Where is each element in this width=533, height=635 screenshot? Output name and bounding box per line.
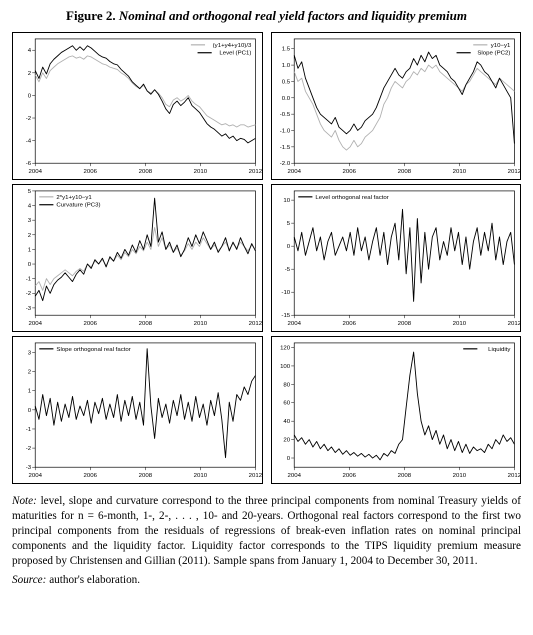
svg-text:2: 2 (28, 71, 32, 77)
source-label: Source: (12, 574, 46, 586)
svg-text:-1: -1 (26, 427, 32, 433)
svg-text:2006: 2006 (84, 169, 98, 175)
svg-text:Level orthogonal real factor: Level orthogonal real factor (315, 195, 388, 201)
svg-text:20: 20 (283, 438, 290, 444)
svg-text:2008: 2008 (139, 169, 153, 175)
svg-text:120: 120 (280, 346, 291, 352)
svg-text:-3: -3 (26, 306, 32, 312)
svg-text:Slope orthogonal real factor: Slope orthogonal real factor (56, 347, 130, 353)
note-label: Note: (12, 495, 37, 507)
svg-text:2012: 2012 (249, 473, 262, 479)
svg-text:2010: 2010 (452, 473, 466, 479)
svg-text:-4: -4 (26, 139, 32, 145)
svg-text:-1.5: -1.5 (279, 145, 290, 151)
svg-text:2010: 2010 (194, 169, 208, 175)
svg-text:0: 0 (28, 408, 32, 414)
svg-text:2012: 2012 (507, 321, 520, 327)
figure-note: Note: level, slope and curvature corresp… (12, 494, 521, 570)
chart-slope: -2.0 -1.5 -1.0 -0.5 0.0 0.5 1.0 1.5 2004 2006 2008… (271, 32, 522, 180)
svg-text:4: 4 (28, 48, 32, 54)
svg-text:2004: 2004 (28, 473, 42, 479)
svg-text:1: 1 (28, 247, 32, 253)
svg-text:2004: 2004 (28, 321, 42, 327)
svg-text:2006: 2006 (342, 169, 356, 175)
svg-text:40: 40 (283, 419, 290, 425)
svg-text:2004: 2004 (287, 321, 301, 327)
svg-text:-2: -2 (26, 291, 32, 297)
svg-text:2006: 2006 (84, 321, 98, 327)
svg-text:-5: -5 (284, 267, 290, 273)
svg-text:3: 3 (28, 351, 32, 357)
chart-grid: -6-4-202420042006200820102012(y1+y4+y10)… (12, 32, 521, 484)
figure-title-text: Nominal and orthogonal real yield factor… (119, 8, 467, 23)
svg-text:1: 1 (28, 389, 32, 395)
svg-text:-1: -1 (26, 277, 32, 283)
svg-text:2006: 2006 (342, 473, 356, 479)
svg-text:2012: 2012 (249, 321, 262, 327)
svg-text:80: 80 (283, 382, 290, 388)
svg-text:-0.5: -0.5 (279, 112, 290, 118)
svg-text:Level (PC1): Level (PC1) (219, 51, 251, 57)
svg-text:0.0: 0.0 (281, 96, 290, 102)
note-text: level, slope and curvature correspond to… (12, 495, 521, 567)
svg-text:0: 0 (286, 456, 290, 462)
svg-text:2010: 2010 (194, 473, 208, 479)
svg-text:-10: -10 (281, 290, 290, 296)
svg-text:2008: 2008 (397, 321, 411, 327)
svg-text:2*y1+y10−y1: 2*y1+y10−y1 (56, 195, 92, 201)
svg-text:1.0: 1.0 (281, 63, 290, 69)
svg-text:(y1+y4+y10)/3: (y1+y4+y10)/3 (213, 43, 252, 49)
svg-text:-6: -6 (26, 161, 32, 167)
svg-text:2: 2 (28, 370, 32, 376)
svg-text:-3: -3 (26, 465, 32, 471)
svg-text:100: 100 (280, 364, 291, 370)
svg-text:5: 5 (286, 221, 290, 227)
svg-text:2004: 2004 (287, 169, 301, 175)
svg-text:2008: 2008 (397, 169, 411, 175)
chart-curvature: -3 -2 -1 0 1 2 3 4 5 2004 2006 2008 2010 2012 2*y1+y10… (12, 184, 263, 332)
svg-text:2010: 2010 (452, 169, 466, 175)
svg-text:0: 0 (28, 262, 32, 268)
svg-text:2006: 2006 (84, 473, 98, 479)
svg-text:3: 3 (28, 218, 32, 224)
svg-text:2: 2 (28, 233, 32, 239)
svg-text:10: 10 (283, 198, 290, 204)
svg-text:0.5: 0.5 (281, 79, 290, 85)
svg-text:1.5: 1.5 (281, 47, 290, 53)
svg-text:0: 0 (286, 244, 290, 250)
figure-label: Figure 2. (66, 8, 116, 23)
figure-title: Figure 2. Nominal and orthogonal real yi… (12, 8, 521, 24)
svg-text:2008: 2008 (397, 473, 411, 479)
chart-slope-orthogonal: -3 -2 -1 0 1 2 3 2004 2006 2008 2010 2012 Slope orth… (12, 336, 263, 484)
svg-text:2012: 2012 (249, 169, 262, 175)
svg-text:-15: -15 (281, 313, 290, 319)
figure-source: Source: author's elaboration. (12, 574, 521, 586)
svg-text:5: 5 (28, 189, 32, 195)
svg-text:60: 60 (283, 401, 290, 407)
chart-liquidity: 0 20 40 60 80 100 120 2004 2006 2008 2010 2012 Liqui… (271, 336, 522, 484)
svg-text:0: 0 (28, 93, 32, 99)
chart-level: -6 -4 -2 0 2 4 2004 2006 2008 2010 2012 (y1+y4+y10)… (12, 32, 263, 180)
svg-text:2012: 2012 (507, 473, 520, 479)
svg-text:Slope (PC2): Slope (PC2) (477, 51, 510, 57)
svg-text:2010: 2010 (452, 321, 466, 327)
svg-text:2006: 2006 (342, 321, 356, 327)
svg-text:-2: -2 (26, 446, 32, 452)
svg-text:2004: 2004 (28, 169, 42, 175)
svg-text:Curvature (PC3): Curvature (PC3) (56, 203, 100, 209)
svg-text:2008: 2008 (139, 473, 153, 479)
svg-text:-2: -2 (26, 116, 32, 122)
svg-text:4: 4 (28, 204, 32, 210)
svg-text:y10−y1: y10−y1 (490, 43, 510, 49)
source-text: author's elaboration. (49, 574, 140, 586)
svg-text:2004: 2004 (287, 473, 301, 479)
svg-text:-1.0: -1.0 (279, 129, 290, 135)
svg-text:2010: 2010 (194, 321, 208, 327)
svg-text:-2.0: -2.0 (279, 161, 290, 167)
svg-text:2008: 2008 (139, 321, 153, 327)
chart-level-orthogonal: -15 -10 -5 0 5 10 2004 2006 2008 2010 2012 Level or… (271, 184, 522, 332)
svg-text:2012: 2012 (507, 169, 520, 175)
svg-text:Liquidity: Liquidity (488, 347, 510, 353)
